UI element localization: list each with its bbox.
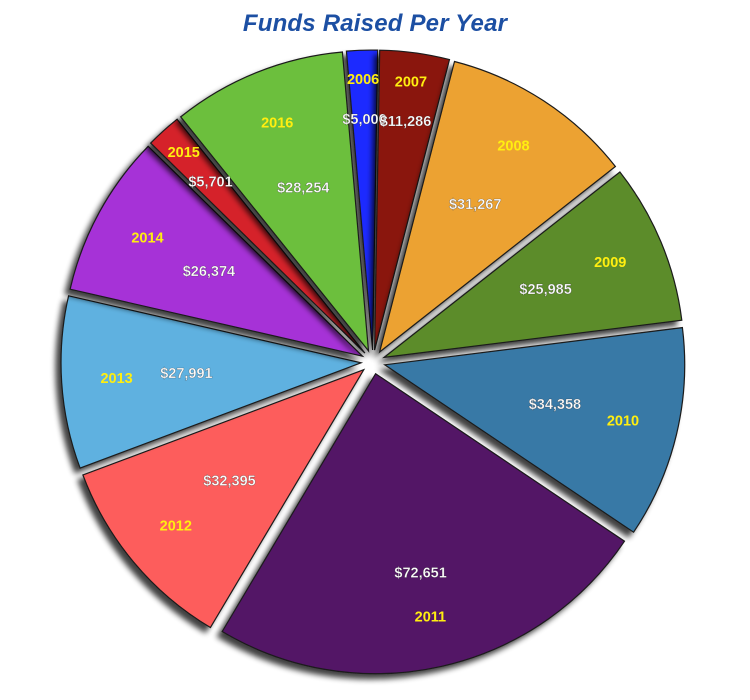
year-label-2011: 2011 [415,609,446,625]
value-label-2014: $26,374 [183,264,235,280]
value-label-2012: $32,395 [203,474,255,490]
chart-title: Funds Raised Per Year [242,10,508,37]
year-label-2009: 2009 [594,255,626,271]
value-label-2007: $11,286 [380,114,432,130]
pie-slice-2010 [383,326,686,534]
value-label-2016: $28,254 [277,180,329,196]
value-label-2011: $72,651 [394,566,446,582]
value-label-2010: $34,358 [529,397,581,413]
pie-slice-2015 [149,118,366,354]
pie-slice-2012 [82,368,366,629]
pie-slice-2014 [69,145,365,358]
pie-slice-2007 [374,49,451,351]
year-label-2014: 2014 [131,231,163,247]
year-label-2010: 2010 [607,413,639,429]
value-label-2015: $5,701 [188,174,232,190]
value-label-2013: $27,991 [160,366,212,382]
value-label-2009: $25,985 [519,282,571,298]
year-label-2008: 2008 [497,139,529,155]
year-label-2006: 2006 [347,72,379,88]
year-label-2012: 2012 [160,519,192,535]
pie-slice-2008 [378,60,617,354]
pie-slice-2009 [382,171,683,359]
year-label-2015: 2015 [168,145,200,161]
pie-slice-2011 [221,372,626,675]
year-label-2013: 2013 [100,371,132,387]
year-label-2007: 2007 [395,74,427,90]
pie-slice-2013 [60,295,364,469]
year-label-2016: 2016 [261,115,293,131]
value-label-2006: $5,000 [342,112,386,128]
pie-slice-2006 [345,49,379,351]
value-label-2008: $31,267 [449,197,501,213]
pie-slice-2016 [179,51,370,353]
